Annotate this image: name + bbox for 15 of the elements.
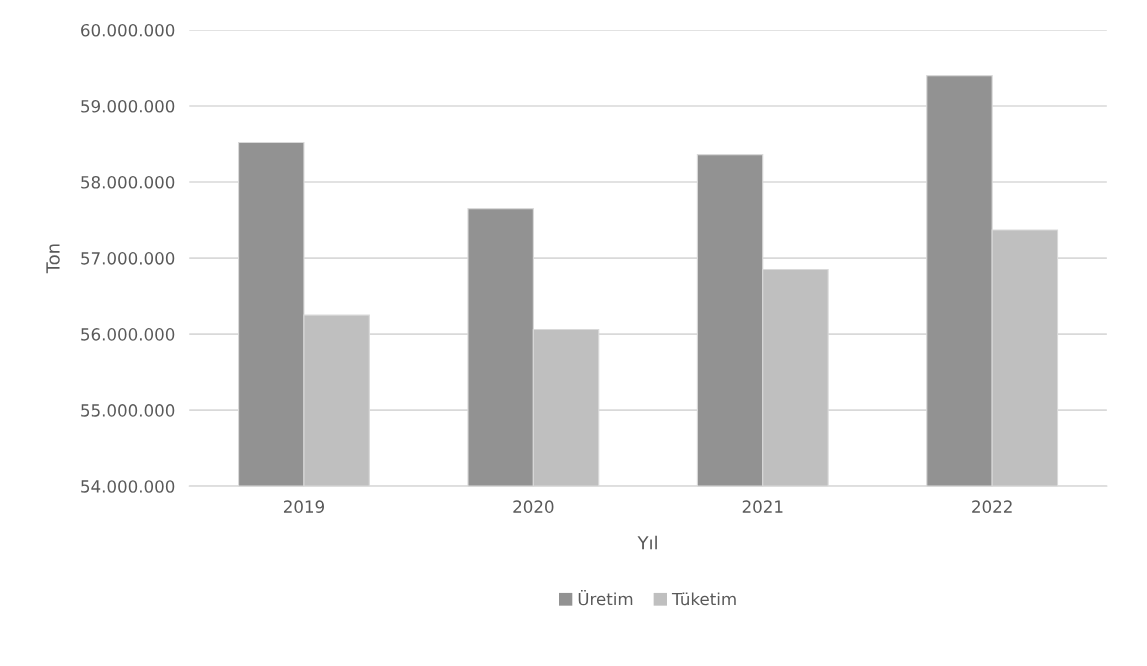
x-tick-label: 2019 [283, 500, 324, 513]
y-tick-label: 57.000.000 [81, 252, 175, 265]
y-tick-label: 54.000.000 [81, 480, 175, 493]
y-tick-label: 60.000.000 [81, 23, 175, 37]
y-tick-label: 55.000.000 [81, 404, 175, 417]
x-tick-label: 2021 [742, 500, 783, 513]
legend-label: Üretim [578, 589, 633, 606]
x-axis-title: Yıl [637, 535, 657, 550]
y-tick-label: 59.000.000 [81, 99, 175, 113]
x-tick-label: 2020 [513, 500, 554, 513]
x-tick-label: 2022 [972, 500, 1012, 513]
y-tick-label: 56.000.000 [81, 328, 175, 341]
legend-label: Tüketim [671, 592, 736, 606]
y-tick-label: 58.000.000 [81, 176, 175, 189]
y-axis-title: Ton [46, 244, 60, 274]
